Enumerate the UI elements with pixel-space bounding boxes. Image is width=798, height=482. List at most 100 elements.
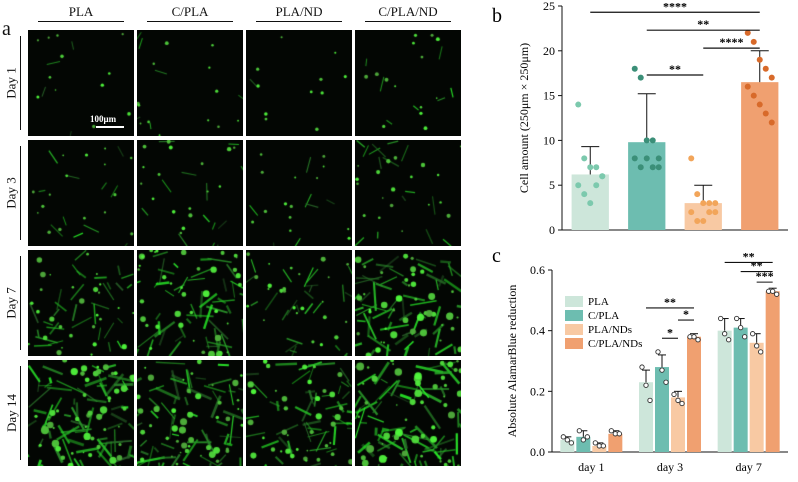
micrograph-tile (28, 140, 134, 246)
row-day-text: Day 7 (4, 287, 20, 319)
x-tick-label: day 1 (578, 460, 604, 474)
row-day-text: Day 3 (4, 177, 20, 209)
micrograph-tile (137, 360, 243, 466)
significance-label: **** (720, 35, 744, 49)
significance-label: * (683, 307, 689, 321)
data-point (706, 209, 713, 216)
panel-a-letter: a (2, 18, 11, 40)
data-point (647, 397, 653, 404)
micrograph-tile (246, 30, 352, 136)
x-tick-label: day 7 (736, 460, 762, 474)
data-point (768, 119, 775, 126)
data-point (691, 334, 697, 340)
micrograph-tile (355, 250, 461, 356)
legend-label: C/PLA (588, 310, 619, 322)
data-point (584, 434, 590, 440)
column-header: PLA/ND (275, 4, 323, 19)
bar (592, 445, 607, 452)
data-point (655, 164, 662, 171)
micrograph-tile (355, 30, 461, 136)
data-point (631, 65, 638, 72)
column-header: PLA (68, 4, 94, 19)
data-point (694, 218, 701, 225)
data-point (774, 291, 780, 297)
panel-b-letter: b (492, 5, 502, 27)
row-day-label: Day 1 (2, 33, 22, 133)
column-header-line (256, 21, 342, 22)
data-point (560, 434, 566, 440)
data-point (712, 200, 719, 207)
row-day-line (20, 146, 21, 240)
micrograph-tile (137, 30, 243, 136)
row-day-line (20, 36, 21, 130)
data-point (592, 440, 598, 446)
data-point (568, 440, 574, 446)
data-point (655, 155, 662, 162)
data-point (649, 137, 656, 144)
y-axis-label: Cell amount (250μm × 250μm) (517, 43, 531, 193)
data-point (768, 74, 775, 81)
row-day-line (20, 256, 21, 350)
data-point (688, 209, 695, 216)
significance-label: **** (663, 0, 687, 13)
bar (717, 330, 732, 452)
y-tick-label: 15 (543, 89, 555, 103)
data-point (564, 437, 570, 443)
column-header-line (38, 21, 124, 22)
significance-label: * (667, 325, 673, 339)
data-point (671, 391, 677, 398)
data-point (675, 397, 681, 404)
data-point (762, 65, 769, 72)
significance-label: *** (756, 269, 774, 283)
data-point (575, 182, 582, 189)
micrograph-tile (28, 360, 134, 466)
bar (655, 367, 669, 452)
row-day-label: Day 7 (2, 253, 22, 353)
bar (684, 203, 722, 230)
micrograph-tile (137, 250, 243, 356)
column-header: C/PLA/ND (378, 4, 438, 19)
micrograph-tile (28, 250, 134, 356)
data-point (663, 379, 669, 385)
data-point (600, 443, 606, 449)
row-day-text: Day 1 (4, 67, 20, 99)
significance-label: ** (669, 62, 681, 76)
micrograph-tile (355, 360, 461, 466)
data-point (587, 200, 594, 207)
row-day-label: Day 14 (2, 363, 22, 463)
y-tick-label: 25 (543, 0, 555, 13)
data-point (639, 364, 645, 370)
x-tick-label: day 3 (657, 460, 683, 474)
bar (639, 382, 653, 452)
data-point (722, 331, 728, 337)
row-day-text: Day 14 (4, 394, 20, 432)
bar (749, 342, 764, 452)
data-point (706, 200, 713, 207)
data-point (700, 200, 707, 207)
legend-label: C/PLA/NDs (588, 338, 642, 350)
alamarblue-bar-chart: c 0.0 0.2 0.4 0.6 Absolute AlamarBlue reducti… (492, 250, 788, 474)
data-point (718, 315, 724, 322)
data-point (576, 428, 582, 434)
y-tick-label: 10 (543, 133, 555, 147)
legend-swatch (565, 296, 583, 307)
data-point (694, 191, 701, 198)
significance-label: ** (697, 17, 709, 31)
data-point (575, 101, 582, 108)
data-point (758, 349, 764, 355)
data-point (637, 164, 644, 171)
data-point (744, 83, 751, 90)
micrograph-tile (246, 250, 352, 356)
significance-label: ** (751, 259, 763, 273)
micrograph-tile (246, 360, 352, 466)
legend-swatch (565, 310, 583, 321)
data-point (643, 382, 649, 388)
bar (608, 433, 623, 452)
data-point (712, 209, 719, 216)
bar (765, 291, 780, 452)
data-point (750, 92, 757, 99)
data-point (738, 324, 744, 331)
y-tick-label: 20 (543, 44, 555, 58)
data-point (655, 349, 661, 355)
micrograph-tile (137, 140, 243, 246)
